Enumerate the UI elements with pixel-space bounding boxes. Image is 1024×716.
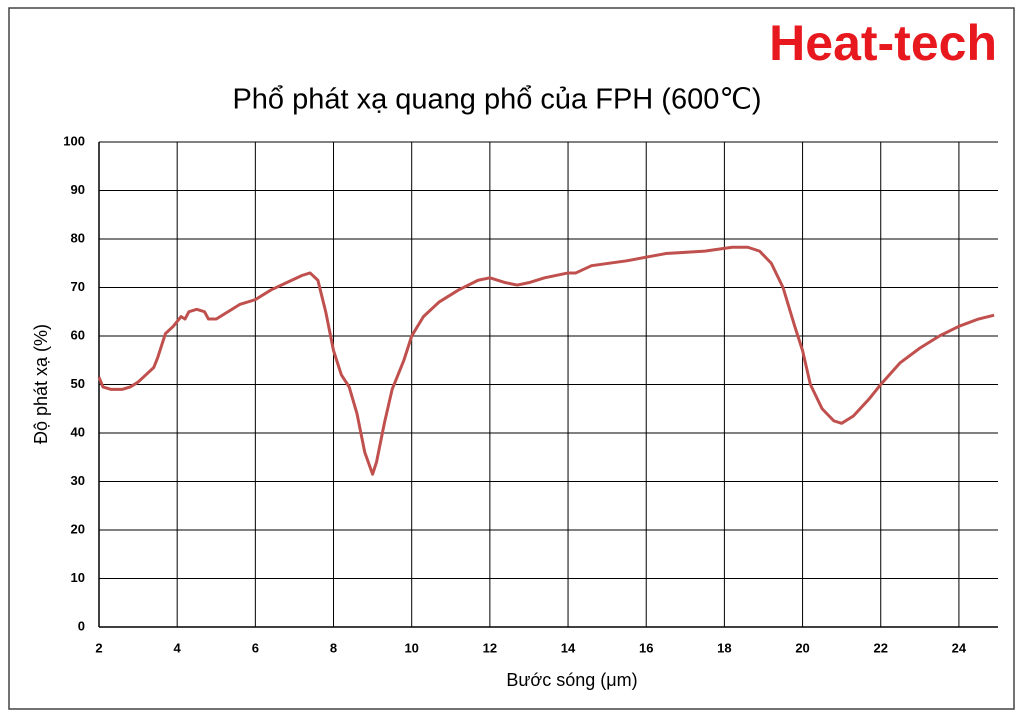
x-axis-label: Bước sóng (μm) (506, 670, 637, 690)
y-tick-label: 40 (71, 424, 85, 439)
y-tick-label: 0 (78, 618, 85, 633)
chart-title: Phổ phát xạ quang phổ của FPH (600℃) (232, 84, 761, 116)
y-tick-label: 60 (71, 327, 85, 342)
y-tick-label: 90 (71, 182, 85, 197)
x-tick-label: 4 (174, 640, 182, 655)
x-tick-label: 22 (874, 640, 888, 655)
x-tick-label: 8 (330, 640, 337, 655)
x-tick-label: 6 (252, 640, 259, 655)
y-tick-label: 10 (71, 570, 85, 585)
y-tick-label: 20 (71, 521, 85, 536)
x-tick-label: 24 (952, 640, 967, 655)
x-tick-label: 20 (795, 640, 809, 655)
x-tick-label: 16 (639, 640, 653, 655)
y-tick-label: 80 (71, 230, 85, 245)
frame (8, 7, 1015, 710)
y-tick-label: 70 (71, 279, 85, 294)
y-axis-label: Độ phát xạ (%) (31, 324, 51, 444)
x-tick-label: 2 (95, 640, 102, 655)
x-tick-label: 18 (717, 640, 731, 655)
y-tick-label: 50 (71, 376, 85, 391)
y-tick-label: 100 (63, 133, 85, 148)
x-tick-label: 10 (404, 640, 418, 655)
data-line (97, 245, 995, 476)
x-tick-label: 14 (561, 640, 576, 655)
y-tick-label: 30 (71, 473, 85, 488)
x-tick-label: 12 (483, 640, 497, 655)
brand: Heat-tech (769, 15, 997, 71)
